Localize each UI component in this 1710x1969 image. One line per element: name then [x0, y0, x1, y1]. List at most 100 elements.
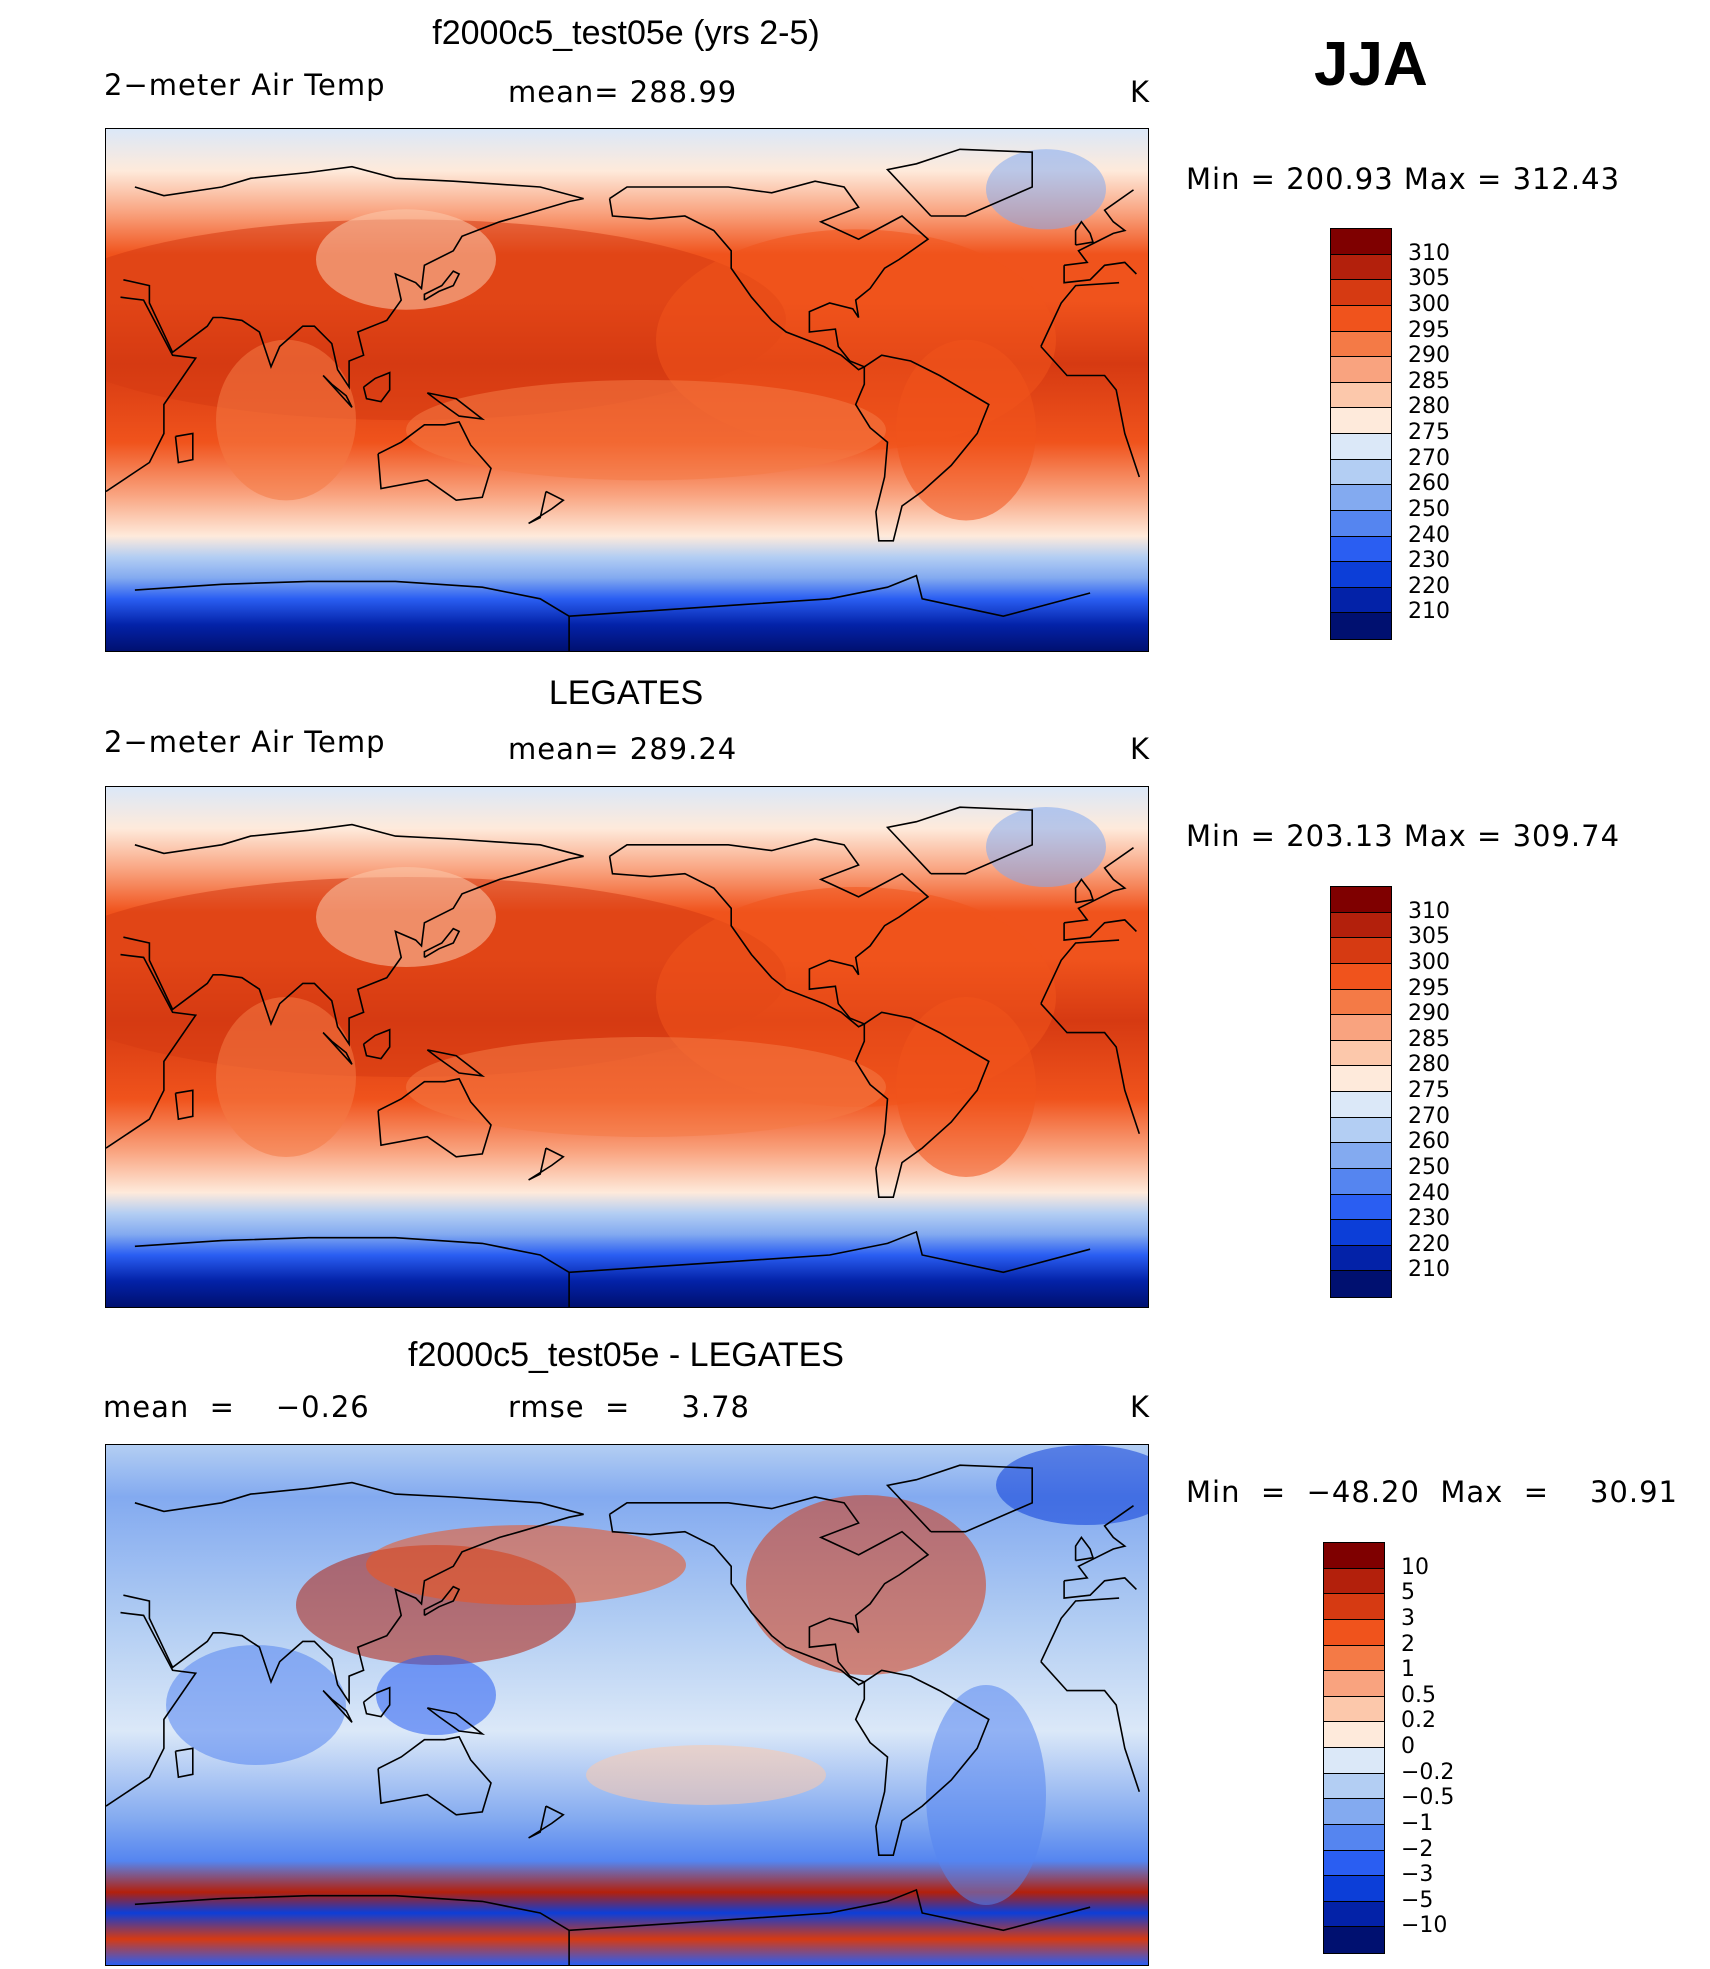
unit-label: K — [1130, 75, 1151, 109]
colorbar-tick-label: 290 — [1408, 343, 1450, 369]
colorbar-swatch — [1331, 1066, 1391, 1092]
mean-label: mean= 289.24 — [508, 732, 738, 766]
colorbar-tick-label: 2 — [1401, 1631, 1415, 1657]
colorbar-swatch — [1331, 229, 1391, 255]
colorbar-tick-label: 210 — [1408, 1257, 1450, 1283]
colorbar-swatch — [1331, 485, 1391, 511]
colorbar-tick-label: 295 — [1408, 317, 1450, 343]
colorbar-swatch — [1331, 536, 1391, 563]
rmse-label: rmse = 3.78 — [508, 1390, 751, 1424]
field-anomaly-patch — [746, 1495, 986, 1675]
colorbar-tick-label: 0.5 — [1401, 1682, 1436, 1708]
colorbar-tick-label: −0.5 — [1401, 1785, 1455, 1811]
colorbar-swatch — [1331, 408, 1391, 434]
coastline — [123, 823, 1137, 1047]
colorbar-tick-label: 3 — [1401, 1605, 1415, 1631]
colorbar-tick-label: 0.2 — [1401, 1708, 1436, 1734]
colorbar-tick-label: 250 — [1408, 496, 1450, 522]
field-anomaly-patch — [166, 1645, 346, 1765]
colorbar-swatch — [1331, 1143, 1391, 1169]
panel-title: LEGATES — [548, 674, 704, 712]
map-diff — [105, 1444, 1149, 1966]
colorbar-tick-label: 270 — [1408, 445, 1450, 471]
colorbar-swatch — [1324, 1799, 1384, 1825]
colorbar-swatch — [1331, 1194, 1391, 1221]
coastline — [608, 838, 930, 1028]
coastline — [322, 1690, 353, 1723]
colorbar-swatch — [1324, 1901, 1384, 1928]
colorbar-swatch — [1331, 587, 1391, 614]
colorbar-swatch — [1331, 434, 1391, 460]
colorbar-diff — [1323, 1542, 1385, 1954]
colorbar-tick-label: −10 — [1401, 1913, 1448, 1939]
unit-label: K — [1130, 732, 1151, 766]
colorbar-swatch — [1331, 1117, 1391, 1144]
colorbar-tick-label: 260 — [1408, 471, 1450, 497]
colorbar-swatch — [1324, 1619, 1384, 1646]
colorbar-swatch — [1331, 1040, 1391, 1067]
map-plot — [106, 787, 1148, 1307]
min-max-label: Min = 203.13 Max = 309.74 — [1186, 819, 1621, 853]
field-anomaly-patch — [926, 1685, 1046, 1905]
colorbar-tick-label: 270 — [1408, 1103, 1450, 1129]
colorbar-tick-label: 275 — [1408, 1078, 1450, 1103]
colorbar-swatch — [1324, 1543, 1384, 1569]
colorbar-swatch — [1324, 1696, 1384, 1723]
colorbar-tick-label: 230 — [1408, 548, 1450, 574]
colorbar-tick-label: −3 — [1401, 1862, 1434, 1888]
coastline — [362, 371, 391, 403]
colorbar-tick-label: 280 — [1408, 1052, 1450, 1078]
coastline — [123, 165, 1137, 390]
coastline — [322, 1032, 353, 1065]
colorbar-tick-label: 280 — [1408, 394, 1450, 420]
field-anomaly-patch — [986, 807, 1106, 887]
colorbar-tick-label: −2 — [1401, 1836, 1434, 1862]
colorbar-tick-label: 220 — [1408, 1231, 1450, 1257]
coastline — [426, 1707, 486, 1736]
field-anomaly-patch — [896, 339, 1036, 521]
colorbar-swatch — [1331, 963, 1391, 990]
coastline — [174, 432, 194, 464]
colorbar-tick-label: 305 — [1408, 266, 1450, 292]
colorbar-swatch — [1324, 1594, 1384, 1620]
coastline — [528, 490, 565, 525]
coastline — [106, 1597, 1141, 1807]
coastline — [426, 1049, 486, 1078]
coastline — [885, 148, 1033, 217]
coastline — [174, 1089, 194, 1121]
min-max-label: Min = 200.93 Max = 312.43 — [1186, 162, 1621, 196]
coastline — [885, 1464, 1033, 1533]
field-anomaly-patch — [586, 1745, 826, 1805]
colorbar-swatch — [1331, 357, 1391, 383]
colorbar-swatch — [1331, 989, 1391, 1016]
coastline — [854, 1669, 990, 1856]
colorbar-swatch — [1324, 1722, 1384, 1748]
colorbar-swatch — [1331, 1015, 1391, 1041]
colorbar-swatch — [1331, 459, 1391, 486]
colorbar-swatch — [1331, 1220, 1391, 1246]
field-anomaly-patch — [366, 1525, 686, 1605]
coastline — [134, 574, 1091, 651]
colorbar-tick-label: 0 — [1401, 1734, 1415, 1759]
unit-label: K — [1130, 1390, 1151, 1424]
field-anomaly-patch — [986, 149, 1106, 230]
coastline — [106, 939, 1141, 1149]
colorbar-tick-label: 310 — [1408, 898, 1450, 924]
colorbar-swatch — [1331, 887, 1391, 913]
colorbar-tick-label: 310 — [1408, 240, 1450, 266]
field-anomaly-patch — [216, 339, 356, 501]
colorbar-tick-label: 260 — [1408, 1129, 1450, 1155]
coastline — [134, 1888, 1091, 1965]
colorbar-swatch — [1324, 1748, 1384, 1774]
colorbar-swatch — [1331, 938, 1391, 964]
coastline — [854, 1011, 990, 1198]
coastline — [123, 1481, 1137, 1705]
colorbar-swatch — [1331, 280, 1391, 306]
colorbar-tick-label: 5 — [1401, 1580, 1415, 1606]
colorbar-tick-label: 220 — [1408, 573, 1450, 599]
coastline — [377, 1077, 492, 1158]
coastline — [608, 1496, 930, 1686]
coastline — [106, 281, 1141, 493]
colorbar-model — [1330, 228, 1392, 640]
variable-label: 2−meter Air Temp — [104, 68, 386, 102]
